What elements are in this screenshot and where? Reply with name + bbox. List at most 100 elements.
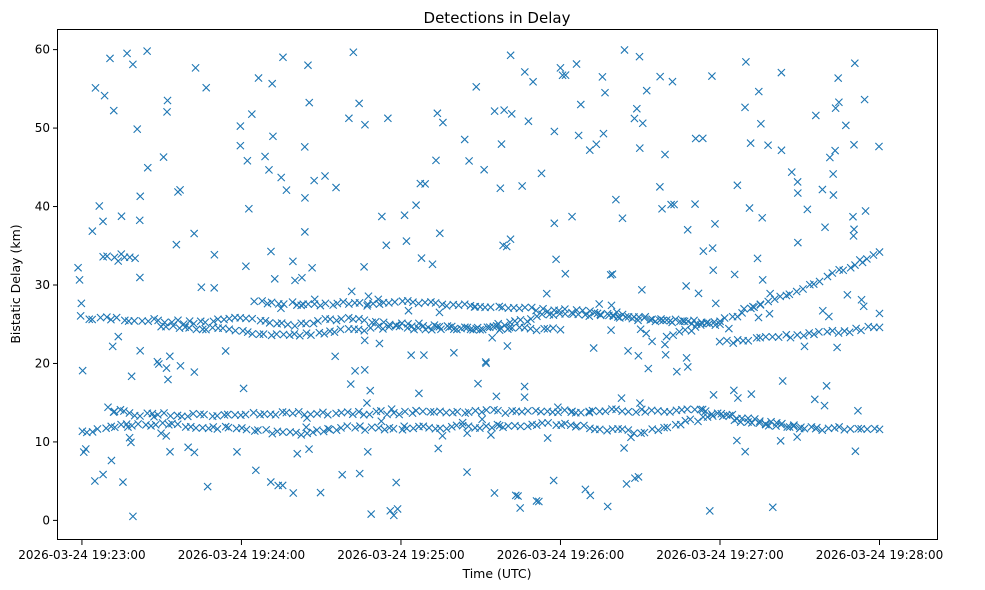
track-detection-marker bbox=[332, 316, 341, 325]
scattered-detection-marker bbox=[831, 104, 840, 113]
x-tick-label: 2026-03-24 19:24:00 bbox=[178, 548, 305, 562]
track-detection-marker bbox=[414, 323, 423, 332]
track-detection-marker bbox=[250, 297, 259, 306]
scattered-detection-marker bbox=[543, 434, 552, 443]
track-detection-marker bbox=[255, 330, 264, 339]
track-detection-marker bbox=[389, 424, 398, 433]
scattered-detection-marker bbox=[585, 408, 594, 417]
scattered-detection-marker bbox=[302, 414, 311, 423]
scattered-detection-marker bbox=[114, 332, 123, 341]
scattered-detection-marker bbox=[495, 421, 504, 430]
scattered-detection-marker bbox=[635, 144, 644, 153]
track-detection-marker bbox=[238, 326, 247, 335]
track-detection-marker bbox=[426, 407, 435, 416]
scattered-detection-marker bbox=[820, 401, 829, 410]
scattered-detection-marker bbox=[595, 300, 604, 309]
y-tick-label: 60 bbox=[35, 43, 50, 57]
scattered-detection-marker bbox=[344, 114, 353, 123]
scattered-detection-marker bbox=[474, 379, 482, 388]
track-detection-marker bbox=[218, 324, 227, 333]
scattered-detection-marker bbox=[800, 342, 809, 351]
track-detection-marker bbox=[325, 425, 334, 434]
track-detection-marker bbox=[603, 426, 612, 435]
scattered-detection-marker bbox=[251, 466, 260, 475]
track-detection-marker bbox=[799, 285, 808, 294]
scattered-detection-marker bbox=[143, 163, 152, 172]
scattered-detection-marker bbox=[778, 377, 787, 386]
track-detection-marker bbox=[209, 423, 218, 432]
scattered-detection-marker bbox=[449, 348, 458, 357]
scattered-detection-marker bbox=[500, 106, 509, 115]
track-detection-marker bbox=[76, 311, 85, 320]
scattered-detection-marker bbox=[656, 72, 665, 81]
x-tick-label: 2026-03-24 19:26:00 bbox=[497, 548, 624, 562]
scattered-detection-marker bbox=[78, 366, 87, 375]
track-detection-marker bbox=[579, 421, 588, 430]
track-detection-marker bbox=[330, 328, 339, 337]
scattered-detection-marker bbox=[756, 300, 765, 309]
track-detection-marker bbox=[696, 321, 705, 329]
scattered-detection-marker bbox=[710, 219, 719, 228]
track-detection-marker bbox=[154, 316, 163, 325]
track-detection-marker bbox=[824, 424, 833, 433]
track-detection-marker bbox=[336, 423, 345, 432]
track-detection-marker bbox=[482, 406, 491, 415]
scattered-detection-marker bbox=[874, 142, 883, 151]
track-detection-marker bbox=[716, 320, 724, 329]
track-detection-marker bbox=[774, 333, 783, 342]
scattered-detection-marker bbox=[127, 372, 136, 381]
track-detection-marker bbox=[696, 405, 705, 414]
scattered-detection-marker bbox=[316, 488, 325, 497]
scattered-detection-marker bbox=[163, 96, 172, 105]
plot-area-frame bbox=[57, 29, 938, 540]
scattered-detection-marker bbox=[648, 337, 657, 346]
scattered-detection-marker bbox=[732, 436, 741, 445]
track-detection-marker bbox=[243, 328, 252, 337]
scattered-detection-marker bbox=[532, 496, 541, 505]
track-detection-marker bbox=[231, 326, 240, 335]
track-detection-marker bbox=[764, 421, 773, 430]
scattered-detection-marker bbox=[355, 469, 364, 478]
track-detection-marker bbox=[761, 420, 770, 429]
track-detection-marker bbox=[198, 325, 207, 334]
scattered-detection-marker bbox=[634, 472, 643, 481]
scattered-detection-marker bbox=[338, 470, 347, 479]
track-detection-marker bbox=[112, 313, 121, 322]
track-detection-marker bbox=[351, 423, 360, 432]
scattered-detection-marker bbox=[300, 227, 309, 236]
scattered-detection-marker bbox=[266, 478, 275, 487]
track-detection-marker bbox=[138, 317, 147, 326]
track-detection-marker bbox=[532, 306, 541, 315]
scattered-detection-marker bbox=[276, 304, 285, 313]
track-detection-marker bbox=[655, 316, 664, 325]
track-detection-marker bbox=[213, 411, 222, 420]
track-detection-marker bbox=[539, 304, 548, 313]
track-detection-marker bbox=[846, 263, 855, 272]
scattered-detection-marker bbox=[291, 276, 299, 285]
track-detection-marker bbox=[376, 406, 385, 415]
track-detection-marker bbox=[183, 412, 192, 421]
scattered-detection-marker bbox=[553, 403, 562, 412]
track-detection-marker bbox=[209, 317, 218, 326]
track-detection-marker bbox=[318, 408, 327, 417]
track-detection-marker bbox=[297, 430, 306, 439]
detection-marks bbox=[74, 45, 884, 521]
scattered-detection-marker bbox=[705, 506, 714, 515]
scattered-detection-marker bbox=[758, 213, 767, 222]
scattered-detection-marker bbox=[148, 409, 157, 418]
scattered-detection-marker bbox=[360, 262, 369, 271]
track-detection-marker bbox=[88, 315, 97, 324]
track-detection-marker bbox=[632, 408, 641, 417]
scattered-detection-marker bbox=[622, 479, 631, 488]
scattered-detection-marker bbox=[99, 470, 108, 479]
track-detection-marker bbox=[78, 427, 87, 436]
scattered-detection-marker bbox=[300, 142, 309, 151]
track-detection-marker bbox=[492, 321, 501, 330]
track-detection-marker bbox=[473, 323, 482, 332]
track-detection-marker bbox=[862, 254, 871, 263]
track-detection-marker bbox=[854, 424, 863, 433]
track-detection-marker bbox=[332, 426, 341, 435]
track-detection-marker bbox=[770, 295, 779, 304]
track-detection-marker bbox=[403, 296, 412, 305]
track-detection-marker bbox=[523, 422, 532, 431]
